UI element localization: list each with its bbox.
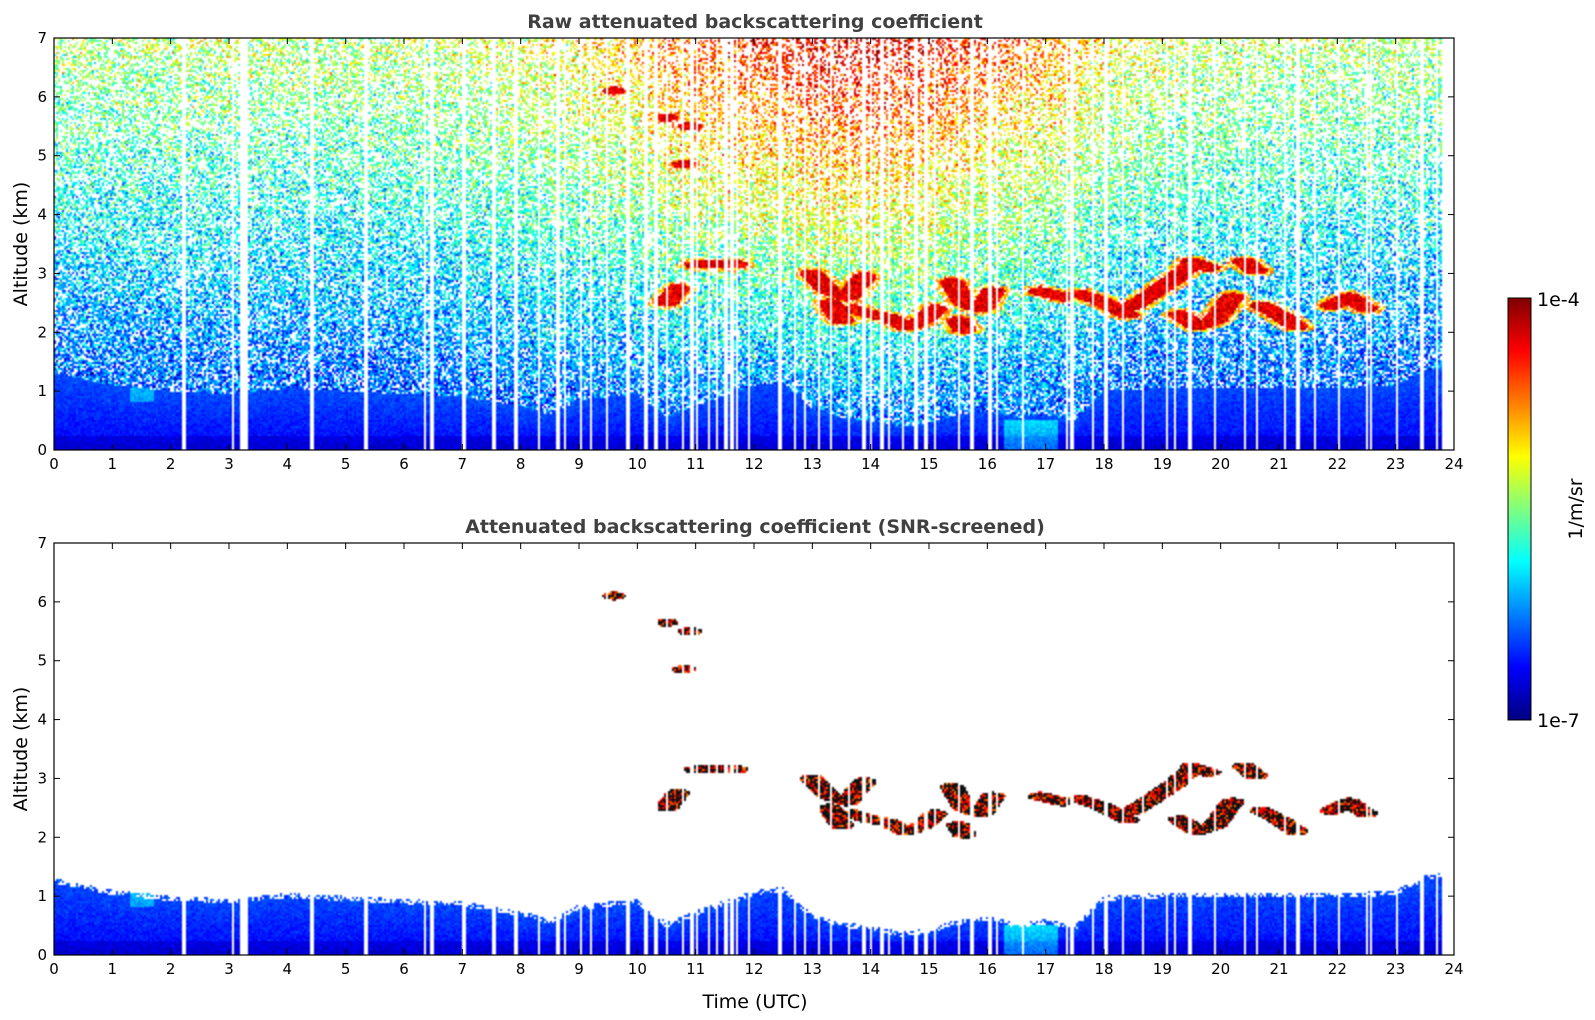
x-tick-label: 21 xyxy=(1269,960,1288,978)
x-tick-label: 0 xyxy=(49,960,59,978)
x-tick-label: 6 xyxy=(399,960,409,978)
y-tick-label: 5 xyxy=(37,652,47,670)
x-tick-label: 4 xyxy=(283,960,293,978)
y-tick-label: 1 xyxy=(37,887,47,905)
y-tick-label: 7 xyxy=(37,29,47,47)
y-tick-label: 2 xyxy=(37,828,47,846)
y-tick-label: 1 xyxy=(37,382,47,400)
x-tick-label: 4 xyxy=(283,455,293,473)
x-tick-label: 13 xyxy=(803,960,822,978)
x-tick-label: 20 xyxy=(1211,455,1230,473)
x-tick-label: 9 xyxy=(574,960,584,978)
raw-y-axis-label: Altitude (km) xyxy=(10,182,32,307)
x-tick-label: 10 xyxy=(628,960,647,978)
x-tick-label: 24 xyxy=(1444,960,1463,978)
raw-backscatter-heatmap xyxy=(54,38,1454,450)
x-tick-label: 19 xyxy=(1153,455,1172,473)
y-tick-label: 4 xyxy=(37,711,47,729)
x-tick-label: 15 xyxy=(919,960,938,978)
x-tick-label: 11 xyxy=(686,455,705,473)
y-tick-label: 6 xyxy=(37,593,47,611)
x-tick-label: 10 xyxy=(628,455,647,473)
x-tick-label: 18 xyxy=(1094,455,1113,473)
x-tick-label: 16 xyxy=(978,960,997,978)
y-tick-label: 3 xyxy=(37,264,47,282)
x-tick-label: 17 xyxy=(1036,960,1055,978)
colorbar-min-label: 1e-7 xyxy=(1537,710,1580,732)
x-tick-label: 22 xyxy=(1328,960,1347,978)
x-tick-label: 18 xyxy=(1094,960,1113,978)
raw-backscatter-panel: Raw attenuated backscattering coefficien… xyxy=(10,11,1464,473)
y-tick-label: 6 xyxy=(37,88,47,106)
x-tick-label: 21 xyxy=(1269,455,1288,473)
x-tick-label: 2 xyxy=(166,960,176,978)
colorbar: 1e-4 1e-7 1/m/sr xyxy=(1507,289,1587,732)
x-tick-label: 23 xyxy=(1386,960,1405,978)
x-tick-label: 20 xyxy=(1211,960,1230,978)
y-tick-label: 7 xyxy=(37,534,47,552)
x-tick-label: 24 xyxy=(1444,455,1463,473)
x-tick-label: 22 xyxy=(1328,455,1347,473)
y-tick-label: 3 xyxy=(37,769,47,787)
x-tick-label: 13 xyxy=(803,455,822,473)
x-tick-label: 19 xyxy=(1153,960,1172,978)
x-tick-label: 14 xyxy=(861,455,880,473)
raw-panel-ticks: 0 1 2 3 4 5 6 7 8 9 10 11 12 13 14 15 16 17 18 19 20 21 22 23 24… xyxy=(37,29,1463,473)
x-tick-label: 23 xyxy=(1386,455,1405,473)
screened-y-axis-label: Altitude (km) xyxy=(10,687,32,812)
x-tick-label: 1 xyxy=(108,455,118,473)
x-axis-label: Time (UTC) xyxy=(701,991,807,1013)
x-tick-label: 15 xyxy=(919,455,938,473)
x-tick-label: 7 xyxy=(458,455,468,473)
y-tick-label: 2 xyxy=(37,323,47,341)
x-tick-label: 17 xyxy=(1036,455,1055,473)
colorbar-max-label: 1e-4 xyxy=(1537,289,1580,311)
screened-backscatter-heatmap xyxy=(54,543,1454,955)
x-tick-label: 16 xyxy=(978,455,997,473)
x-tick-label: 8 xyxy=(516,960,526,978)
x-tick-label: 12 xyxy=(744,960,763,978)
raw-panel-title: Raw attenuated backscattering coefficien… xyxy=(527,11,983,33)
x-tick-label: 11 xyxy=(686,960,705,978)
x-tick-label: 3 xyxy=(224,960,234,978)
y-tick-label: 5 xyxy=(37,147,47,165)
x-tick-label: 3 xyxy=(224,455,234,473)
screened-panel-ticks: 0 1 2 3 4 5 6 7 8 9 10 11 12 13 14 15 16 17 18 19 20 21 22 23 24… xyxy=(37,534,1463,978)
x-tick-label: 5 xyxy=(341,960,351,978)
x-tick-label: 8 xyxy=(516,455,526,473)
y-tick-label: 4 xyxy=(37,206,47,224)
x-tick-label: 12 xyxy=(744,455,763,473)
colorbar-unit-label: 1/m/sr xyxy=(1565,478,1587,539)
x-tick-label: 1 xyxy=(108,960,118,978)
y-tick-label: 0 xyxy=(37,946,47,964)
x-tick-label: 6 xyxy=(399,455,409,473)
colorbar-bar xyxy=(1507,297,1532,721)
x-tick-label: 9 xyxy=(574,455,584,473)
screened-panel-title: Attenuated backscattering coefficient (S… xyxy=(465,516,1045,538)
x-tick-label: 5 xyxy=(341,455,351,473)
x-tick-label: 2 xyxy=(166,455,176,473)
screened-backscatter-panel: Attenuated backscattering coefficient (S… xyxy=(10,516,1464,1013)
x-tick-label: 7 xyxy=(458,960,468,978)
y-tick-label: 0 xyxy=(37,441,47,459)
x-tick-label: 0 xyxy=(49,455,59,473)
x-tick-label: 14 xyxy=(861,960,880,978)
